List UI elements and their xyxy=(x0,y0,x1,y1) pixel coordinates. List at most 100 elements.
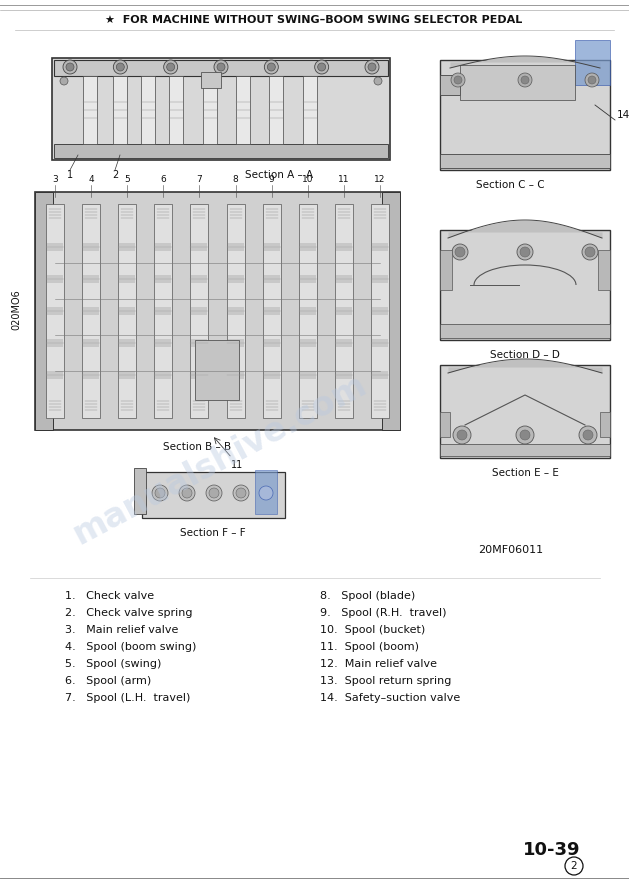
Bar xyxy=(47,307,63,315)
Text: Section D – D: Section D – D xyxy=(490,350,560,360)
Bar xyxy=(336,339,352,347)
Bar xyxy=(155,371,171,379)
Bar xyxy=(195,340,239,400)
Bar xyxy=(598,250,610,290)
Bar xyxy=(382,192,400,430)
Bar xyxy=(372,339,388,347)
Text: 5.   Spool (swing): 5. Spool (swing) xyxy=(65,659,162,669)
Circle shape xyxy=(588,76,596,84)
Bar xyxy=(372,371,388,379)
Bar xyxy=(336,371,352,379)
Bar xyxy=(264,339,280,347)
Text: 11.  Spool (boom): 11. Spool (boom) xyxy=(320,642,419,652)
Circle shape xyxy=(520,247,530,257)
Bar xyxy=(83,371,99,379)
Text: 9.   Spool (R.H.  travel): 9. Spool (R.H. travel) xyxy=(320,608,447,618)
Text: 9: 9 xyxy=(269,175,274,184)
Bar xyxy=(83,243,99,251)
Bar xyxy=(440,444,610,456)
Bar xyxy=(600,412,610,437)
Circle shape xyxy=(164,60,177,74)
Bar xyxy=(54,60,388,76)
Bar xyxy=(336,243,352,251)
Bar xyxy=(372,307,388,315)
Bar xyxy=(141,76,155,144)
Circle shape xyxy=(60,77,68,85)
Text: 3: 3 xyxy=(52,175,58,184)
Bar xyxy=(82,204,100,418)
Circle shape xyxy=(182,488,192,498)
Circle shape xyxy=(152,485,168,501)
Text: 12: 12 xyxy=(374,175,386,184)
Bar xyxy=(155,307,171,315)
Bar xyxy=(83,275,99,283)
Text: 14.  Safety–suction valve: 14. Safety–suction valve xyxy=(320,693,460,703)
Bar xyxy=(372,243,388,251)
Circle shape xyxy=(259,486,273,500)
Text: 11: 11 xyxy=(231,460,243,470)
Text: 4.   Spool (boom swing): 4. Spool (boom swing) xyxy=(65,642,196,652)
Bar xyxy=(191,204,208,418)
Circle shape xyxy=(116,63,125,71)
Circle shape xyxy=(516,426,534,444)
Text: 2: 2 xyxy=(571,861,577,871)
Circle shape xyxy=(582,244,598,260)
Bar xyxy=(191,243,208,251)
Text: 13.  Spool return spring: 13. Spool return spring xyxy=(320,676,452,686)
Text: 4: 4 xyxy=(88,175,94,184)
Bar xyxy=(54,144,388,158)
Circle shape xyxy=(565,857,583,875)
Bar xyxy=(300,339,316,347)
Bar xyxy=(228,307,243,315)
Circle shape xyxy=(457,430,467,440)
Text: 1: 1 xyxy=(67,170,73,180)
Circle shape xyxy=(206,485,222,501)
Bar xyxy=(169,76,183,144)
Bar xyxy=(191,371,208,379)
Bar xyxy=(155,275,171,283)
Bar xyxy=(300,307,316,315)
Circle shape xyxy=(66,63,74,71)
Bar xyxy=(440,230,610,340)
Circle shape xyxy=(267,63,276,71)
Circle shape xyxy=(452,244,468,260)
Bar xyxy=(203,76,217,144)
Text: manualshive.com: manualshive.com xyxy=(67,369,372,552)
Circle shape xyxy=(318,63,326,71)
Bar xyxy=(336,307,352,315)
Circle shape xyxy=(179,485,195,501)
Text: 7: 7 xyxy=(197,175,203,184)
Circle shape xyxy=(368,63,376,71)
Text: 10-39: 10-39 xyxy=(523,841,580,859)
Bar xyxy=(47,371,63,379)
Text: 3.   Main relief valve: 3. Main relief valve xyxy=(65,625,179,635)
Bar xyxy=(269,76,283,144)
Text: 6.   Spool (arm): 6. Spool (arm) xyxy=(65,676,151,686)
Bar xyxy=(134,468,146,514)
Bar xyxy=(228,339,243,347)
Text: 14: 14 xyxy=(617,110,629,120)
Bar xyxy=(440,324,610,338)
Bar xyxy=(371,204,389,418)
Bar xyxy=(83,307,99,315)
Bar xyxy=(228,243,243,251)
Bar xyxy=(120,371,135,379)
Circle shape xyxy=(517,244,533,260)
Text: 12.  Main relief valve: 12. Main relief valve xyxy=(320,659,437,669)
Text: 10.  Spool (bucket): 10. Spool (bucket) xyxy=(320,625,425,635)
Circle shape xyxy=(451,73,465,87)
Bar xyxy=(155,339,171,347)
Bar xyxy=(264,307,280,315)
Text: 8.   Spool (blade): 8. Spool (blade) xyxy=(320,591,415,601)
Text: 1.   Check valve: 1. Check valve xyxy=(65,591,154,601)
Bar xyxy=(440,154,610,168)
Bar xyxy=(264,243,280,251)
Text: Section F – F: Section F – F xyxy=(180,528,246,538)
Text: 6: 6 xyxy=(160,175,166,184)
Bar xyxy=(113,76,127,144)
Text: 2.   Check valve spring: 2. Check valve spring xyxy=(65,608,192,618)
Bar xyxy=(47,339,63,347)
Bar xyxy=(120,243,135,251)
Circle shape xyxy=(455,247,465,257)
Bar xyxy=(264,275,280,283)
